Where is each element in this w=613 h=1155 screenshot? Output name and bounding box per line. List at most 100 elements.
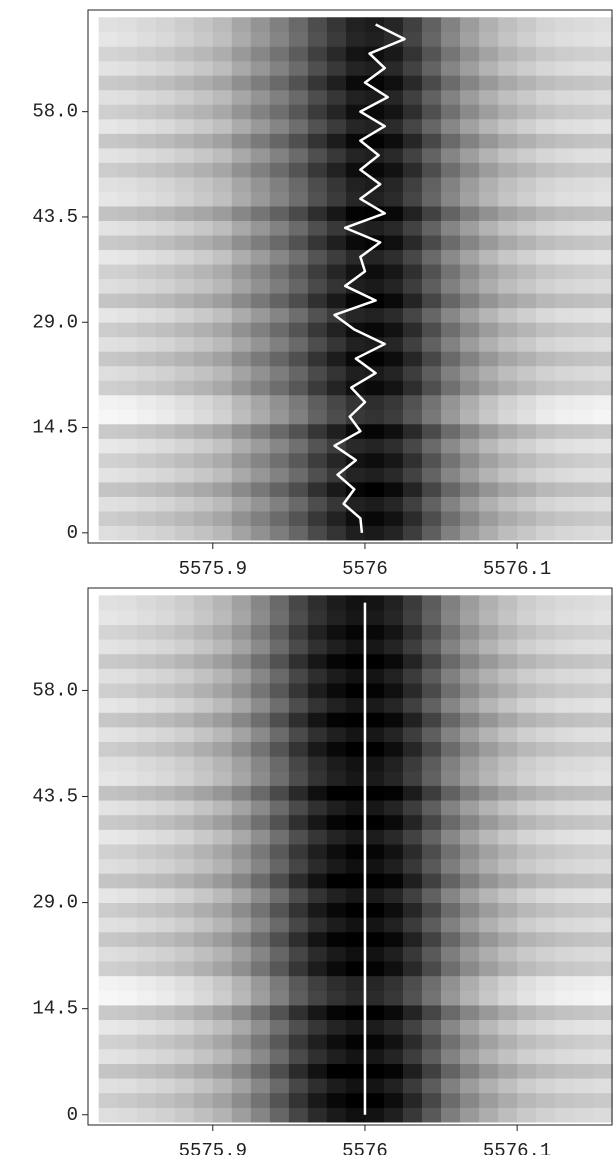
heat-cell	[98, 496, 119, 512]
heat-cell	[288, 147, 309, 163]
heat-cell	[307, 394, 328, 410]
heat-cell	[498, 423, 518, 439]
heat-cell	[155, 756, 176, 772]
heat-cell	[479, 653, 499, 669]
heat-cell	[307, 653, 328, 669]
heat-cell	[345, 609, 366, 625]
heat-cell	[574, 206, 594, 221]
heat-cell	[460, 975, 480, 991]
heat-cell	[460, 829, 480, 845]
heat-cell	[155, 653, 176, 669]
heat-cell	[422, 639, 442, 655]
heat-cell	[307, 264, 328, 280]
heat-cell	[231, 756, 252, 772]
heat-cell	[174, 206, 195, 221]
heat-cell	[403, 858, 423, 874]
heat-cell	[155, 668, 176, 684]
heat-cell	[364, 609, 385, 625]
heat-cell	[517, 595, 537, 611]
heat-cell	[231, 727, 252, 743]
heat-cell	[479, 467, 499, 483]
heat-cell	[193, 624, 214, 640]
heat-cell	[174, 351, 195, 367]
heat-cell	[479, 1019, 499, 1035]
heat-cell	[136, 697, 157, 713]
heat-cell	[574, 104, 594, 120]
heat-cell	[136, 206, 157, 221]
heat-cell	[250, 17, 271, 33]
heat-cell	[460, 394, 480, 410]
heat-cell	[555, 697, 575, 713]
heat-cell	[536, 191, 556, 207]
heat-cell	[536, 595, 556, 611]
heat-cell	[288, 595, 309, 611]
heat-cell	[117, 683, 138, 699]
heat-cell	[136, 873, 157, 889]
heat-cell	[383, 931, 404, 947]
heat-cell	[193, 496, 214, 512]
heat-cell	[536, 511, 556, 526]
heat-cell	[117, 887, 138, 903]
heat-cell	[193, 452, 214, 468]
heat-cell	[98, 931, 119, 947]
heat-cell	[460, 177, 480, 192]
heat-cell	[98, 307, 119, 323]
heat-cell	[98, 873, 119, 889]
heat-cell	[288, 438, 309, 454]
heat-cell	[231, 438, 252, 454]
heat-cell	[460, 293, 480, 309]
heat-cell	[422, 1092, 442, 1108]
heat-cell	[136, 917, 157, 933]
heat-cell	[383, 756, 404, 772]
heat-cell	[250, 653, 271, 669]
heat-cell	[117, 1063, 138, 1079]
heat-cell	[383, 683, 404, 699]
heat-cell	[155, 394, 176, 410]
heat-cell	[574, 858, 594, 874]
heat-cell	[498, 278, 518, 294]
heat-cell	[212, 104, 233, 120]
heat-cell	[498, 873, 518, 889]
heat-cell	[479, 727, 499, 743]
heat-cell	[383, 365, 404, 381]
heat-cell	[403, 467, 423, 483]
heat-cell	[155, 1005, 176, 1021]
heat-cell	[479, 133, 499, 149]
heat-cell	[250, 89, 271, 105]
heat-cell	[460, 741, 480, 757]
heat-cell	[498, 351, 518, 367]
heat-cell	[498, 293, 518, 309]
heat-cell	[555, 829, 575, 845]
heat-cell	[536, 1107, 556, 1123]
heat-cell	[593, 624, 613, 640]
heat-cell	[479, 75, 499, 91]
heat-cell	[403, 727, 423, 743]
y-tick-label: 43.5	[32, 206, 78, 228]
heat-cell	[441, 931, 461, 947]
heat-cell	[460, 624, 480, 640]
heat-cell	[193, 191, 214, 207]
heat-cell	[98, 741, 119, 757]
heat-cell	[250, 975, 271, 991]
heat-cell	[555, 683, 575, 699]
heat-cell	[441, 293, 461, 309]
heat-cell	[136, 278, 157, 294]
heat-cell	[269, 496, 290, 512]
heat-cell	[364, 133, 385, 149]
heat-cell	[345, 293, 366, 309]
heat-cell	[307, 496, 328, 512]
heat-cell	[574, 961, 594, 977]
heat-cell	[498, 60, 518, 76]
heat-cell	[98, 727, 119, 743]
heat-cell	[155, 990, 176, 1006]
heat-cell	[269, 887, 290, 903]
heat-cell	[136, 235, 157, 251]
heat-cell	[460, 60, 480, 76]
heat-cell	[479, 452, 499, 468]
heat-cell	[155, 902, 176, 918]
heat-cell	[536, 1048, 556, 1064]
heat-cell	[460, 162, 480, 178]
heat-cell	[555, 712, 575, 728]
heat-cell	[498, 902, 518, 918]
heat-cell	[479, 873, 499, 889]
